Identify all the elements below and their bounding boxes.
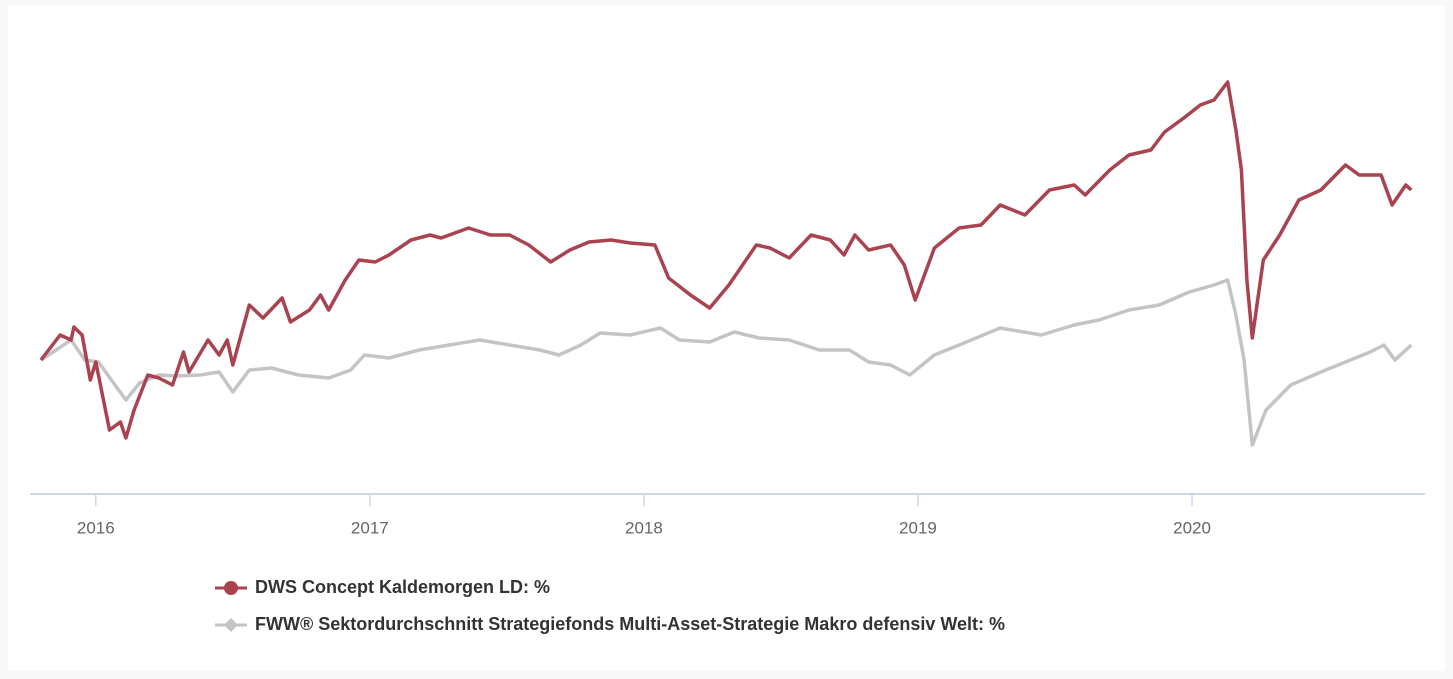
series-line [40, 278, 1413, 447]
legend-marker [224, 618, 238, 632]
x-tick-label: 2018 [625, 518, 663, 537]
x-tick-label: 2016 [77, 518, 115, 537]
series-line [39, 80, 1413, 440]
x-tick-label: 2017 [351, 518, 389, 537]
chart-background [8, 6, 1445, 671]
legend-label: DWS Concept Kaldemorgen LD: % [255, 577, 550, 597]
legend-label: FWW® Sektordurchschnitt Strategiefonds M… [255, 614, 1005, 634]
x-tick-label: 2019 [899, 518, 937, 537]
legend-marker [224, 581, 238, 595]
x-tick-label: 2020 [1173, 518, 1211, 537]
